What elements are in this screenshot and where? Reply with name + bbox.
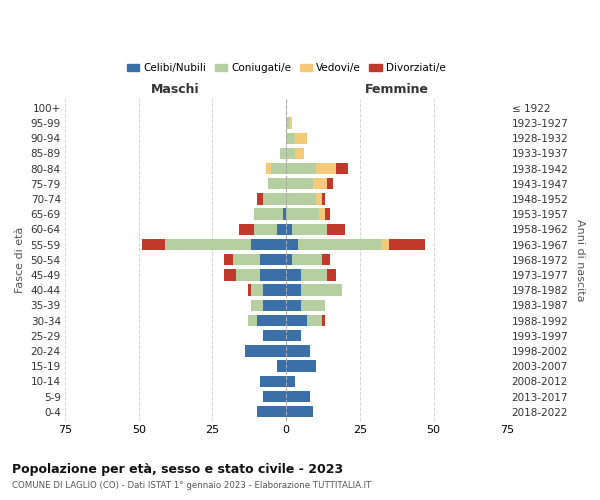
Legend: Celibi/Nubili, Coniugati/e, Vedovi/e, Divorziati/e: Celibi/Nubili, Coniugati/e, Vedovi/e, Di… [122, 59, 450, 77]
Y-axis label: Anni di nascita: Anni di nascita [575, 218, 585, 301]
Bar [307, 315, 322, 326]
Bar [292, 254, 322, 266]
Bar [286, 345, 310, 356]
Bar [224, 254, 233, 266]
Text: Femmine: Femmine [365, 84, 429, 96]
Bar [325, 208, 331, 220]
Bar [292, 224, 328, 235]
Bar [142, 239, 165, 250]
Bar [251, 239, 286, 250]
Bar [286, 194, 316, 204]
Bar [277, 360, 286, 372]
Bar [286, 118, 289, 128]
Bar [286, 148, 295, 159]
Bar [286, 254, 292, 266]
Bar [328, 270, 337, 280]
Bar [257, 194, 263, 204]
Bar [322, 194, 325, 204]
Bar [328, 224, 345, 235]
Y-axis label: Fasce di età: Fasce di età [15, 226, 25, 293]
Bar [260, 270, 286, 280]
Bar [277, 224, 286, 235]
Bar [301, 270, 328, 280]
Bar [286, 284, 301, 296]
Bar [313, 178, 328, 190]
Bar [328, 178, 334, 190]
Bar [251, 300, 263, 311]
Text: Maschi: Maschi [151, 84, 200, 96]
Bar [236, 270, 260, 280]
Bar [286, 178, 313, 190]
Bar [295, 148, 304, 159]
Bar [286, 239, 298, 250]
Bar [224, 270, 236, 280]
Bar [268, 178, 286, 190]
Bar [286, 208, 319, 220]
Bar [286, 224, 292, 235]
Bar [263, 300, 286, 311]
Text: Popolazione per età, sesso e stato civile - 2023: Popolazione per età, sesso e stato civil… [12, 462, 343, 475]
Bar [298, 239, 380, 250]
Bar [254, 224, 277, 235]
Bar [295, 132, 307, 144]
Bar [251, 284, 263, 296]
Text: COMUNE DI LAGLIO (CO) - Dati ISTAT 1° gennaio 2023 - Elaborazione TUTTITALIA.IT: COMUNE DI LAGLIO (CO) - Dati ISTAT 1° ge… [12, 481, 371, 490]
Bar [260, 254, 286, 266]
Bar [248, 284, 251, 296]
Bar [245, 345, 286, 356]
Bar [286, 391, 310, 402]
Bar [301, 300, 325, 311]
Bar [286, 270, 301, 280]
Bar [286, 315, 307, 326]
Bar [233, 254, 260, 266]
Bar [165, 239, 251, 250]
Bar [286, 376, 295, 387]
Bar [389, 239, 425, 250]
Bar [260, 376, 286, 387]
Bar [239, 224, 254, 235]
Bar [283, 208, 286, 220]
Bar [248, 315, 257, 326]
Bar [257, 315, 286, 326]
Bar [322, 254, 331, 266]
Bar [286, 360, 316, 372]
Bar [266, 163, 271, 174]
Bar [271, 163, 286, 174]
Bar [337, 163, 348, 174]
Bar [280, 148, 286, 159]
Bar [322, 315, 325, 326]
Bar [257, 406, 286, 417]
Bar [286, 300, 301, 311]
Bar [263, 391, 286, 402]
Bar [263, 194, 286, 204]
Bar [316, 194, 322, 204]
Bar [289, 118, 292, 128]
Bar [380, 239, 389, 250]
Bar [263, 330, 286, 342]
Bar [254, 208, 283, 220]
Bar [286, 330, 301, 342]
Bar [319, 208, 325, 220]
Bar [286, 163, 316, 174]
Bar [301, 284, 342, 296]
Bar [263, 284, 286, 296]
Bar [286, 132, 295, 144]
Bar [316, 163, 337, 174]
Bar [286, 406, 313, 417]
